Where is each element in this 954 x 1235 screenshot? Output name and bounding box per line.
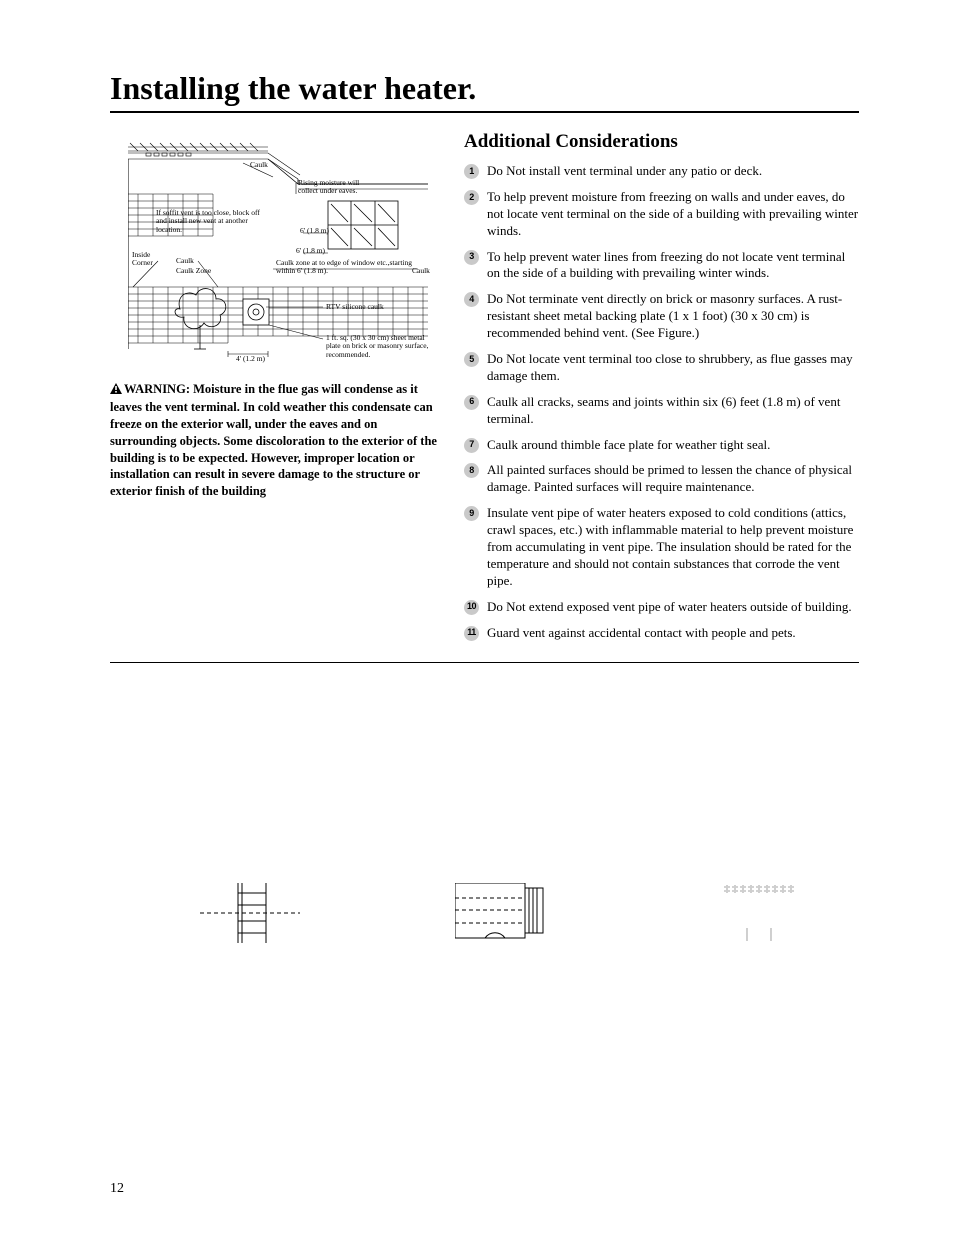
fig-label-caulk-top: Caulk: [250, 161, 268, 169]
consideration-item: 9 Insulate vent pipe of water heaters exp…: [464, 505, 859, 589]
item-text: Caulk all cracks, seams and joints withi…: [487, 394, 859, 428]
item-text: Caulk around thimble face plate for weat…: [487, 437, 859, 454]
item-text: Insulate vent pipe of water heaters expo…: [487, 505, 859, 589]
consideration-item: 8 All painted surfaces should be primed t…: [464, 462, 859, 496]
consideration-item: 11 Guard vent against accidental contact …: [464, 625, 859, 642]
item-number-badge: 2: [464, 190, 479, 205]
mini-figures-row: [110, 883, 859, 943]
fig-label-caulk-zone: Caulk Zone: [176, 267, 211, 275]
consideration-item: 1 Do Not install vent terminal under any …: [464, 163, 859, 180]
fig-label-rtv: RTV silicone caulk: [326, 303, 384, 311]
item-number-badge: 11: [464, 626, 479, 641]
item-number-badge: 3: [464, 250, 479, 265]
item-number-badge: 5: [464, 352, 479, 367]
warning-text: : Moisture in the flue gas will condense…: [110, 382, 437, 498]
fig-label-rising-moisture: Rising moisture will collect under eaves…: [298, 179, 378, 196]
item-text: Guard vent against accidental contact wi…: [487, 625, 859, 642]
item-number-badge: 6: [464, 395, 479, 410]
two-column-layout: Caulk Rising moisture will collect under…: [110, 131, 859, 650]
item-text: Do Not extend exposed vent pipe of water…: [487, 599, 859, 616]
warning-paragraph: WARNING: Moisture in the flue gas will c…: [110, 381, 440, 500]
item-number-badge: 1: [464, 164, 479, 179]
item-text: Do Not terminate vent directly on brick …: [487, 291, 859, 342]
fig-label-caulk-right: Caulk: [412, 267, 430, 275]
consideration-item: 3 To help prevent water lines from freezi…: [464, 249, 859, 283]
item-number-badge: 9: [464, 506, 479, 521]
item-text: All painted surfaces should be primed to…: [487, 462, 859, 496]
item-text: Do Not install vent terminal under any p…: [487, 163, 859, 180]
item-number-badge: 8: [464, 463, 479, 478]
page-number: 12: [110, 1181, 124, 1197]
item-number-badge: 7: [464, 438, 479, 453]
fig-label-plate: 1 ft. sq. (30 x 30 cm) sheet metal plate…: [326, 334, 431, 359]
fig-label-soffit: If soffit vent is too close, block off a…: [156, 209, 266, 234]
fig-label-dim4: 4' (1.2 m): [236, 355, 265, 363]
section-rule: [110, 662, 859, 663]
consideration-item: 7 Caulk around thimble face plate for wea…: [464, 437, 859, 454]
item-text: To help prevent moisture from freezing o…: [487, 189, 859, 240]
warning-icon: [110, 382, 122, 399]
vent-installation-figure: Caulk Rising moisture will collect under…: [128, 139, 440, 369]
item-text: To help prevent water lines from freezin…: [487, 249, 859, 283]
consideration-item: 2 To help prevent moisture from freezing …: [464, 189, 859, 240]
item-number-badge: 4: [464, 292, 479, 307]
fig-label-dim6a: 6' (1.8 m): [300, 227, 329, 235]
page-title: Installing the water heater.: [110, 70, 859, 113]
fig-label-inside-corner: Inside Corner: [132, 251, 160, 268]
fig-label-caulk-mid: Caulk: [176, 257, 194, 265]
item-number-badge: 10: [464, 600, 479, 615]
right-column: Additional Considerations 1 Do Not instal…: [464, 131, 859, 650]
mini-figure-1: [200, 883, 300, 943]
considerations-list: 1 Do Not install vent terminal under any …: [464, 163, 859, 641]
consideration-item: 5 Do Not locate vent terminal too close t…: [464, 351, 859, 385]
left-column: Caulk Rising moisture will collect under…: [110, 131, 440, 650]
consideration-item: 10 Do Not extend exposed vent pipe of wat…: [464, 599, 859, 616]
warning-word: WARNING: [124, 382, 186, 396]
mini-figure-3: [719, 883, 799, 943]
consideration-item: 4 Do Not terminate vent directly on brick…: [464, 291, 859, 342]
fig-label-dim6b: 6' (1.8 m): [296, 247, 325, 255]
item-text: Do Not locate vent terminal too close to…: [487, 351, 859, 385]
considerations-heading: Additional Considerations: [464, 131, 859, 153]
fig-label-caulk-zone2: Caulk zone at to edge of window etc.,sta…: [276, 259, 416, 276]
mini-figure-2: [455, 883, 565, 943]
consideration-item: 6 Caulk all cracks, seams and joints with…: [464, 394, 859, 428]
